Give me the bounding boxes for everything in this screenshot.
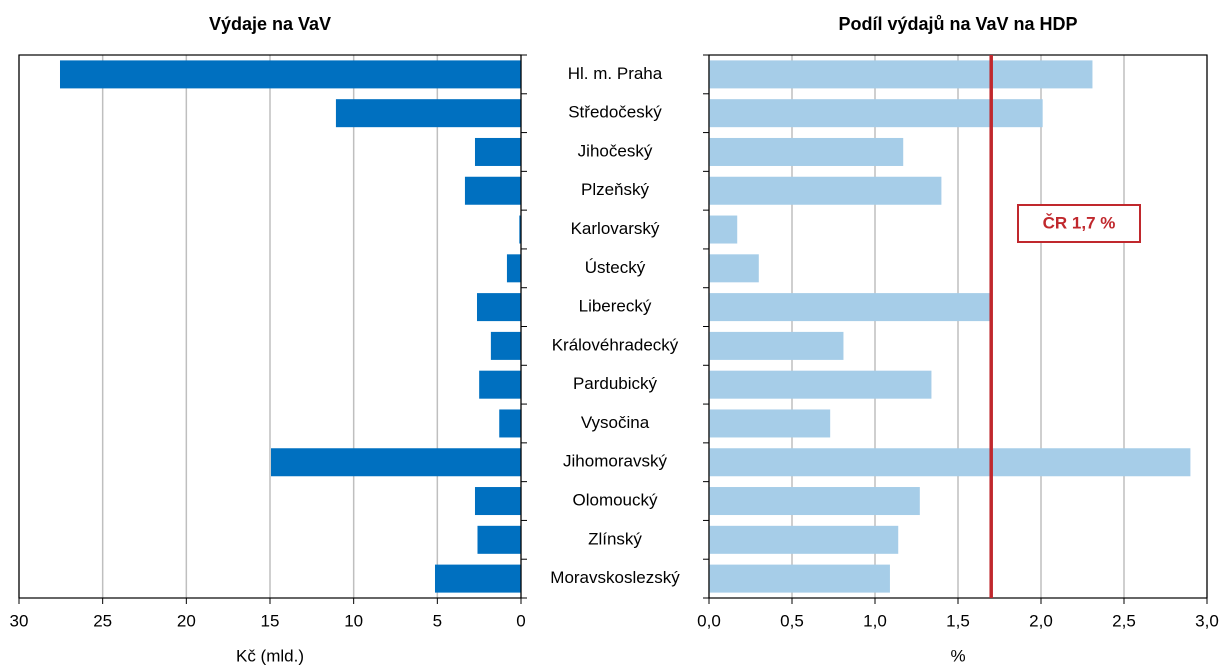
bar	[519, 215, 521, 244]
bar	[709, 60, 1093, 89]
x-tick-label: 20	[177, 611, 196, 630]
annotation: ČR 1,7 %	[1043, 213, 1116, 232]
bar	[474, 137, 521, 166]
bar	[709, 176, 942, 205]
category-label: Vysočina	[581, 413, 650, 432]
bar	[490, 331, 521, 360]
x-tick-label: 0,0	[697, 611, 721, 630]
bar	[271, 448, 521, 477]
x-tick-label: 0	[516, 611, 525, 630]
category-label: Zlínský	[588, 529, 642, 548]
x-tick-label: 10	[344, 611, 363, 630]
bar	[479, 370, 521, 399]
bar	[434, 564, 521, 593]
x-tick-label: 1,0	[863, 611, 887, 630]
x-tick-label: 25	[93, 611, 112, 630]
bar	[476, 293, 521, 322]
bar	[709, 254, 759, 283]
category-label: Olomoucký	[572, 491, 658, 510]
bar	[709, 409, 831, 438]
bar	[474, 487, 521, 516]
category-label: Plzeňský	[581, 180, 650, 199]
category-label: Ústecký	[585, 258, 646, 277]
category-label: Hl. m. Praha	[568, 64, 663, 83]
bar	[709, 448, 1191, 477]
bar	[335, 99, 521, 128]
category-label: Jihočeský	[578, 141, 653, 160]
bar	[709, 215, 738, 244]
bar	[709, 370, 932, 399]
bar	[709, 564, 890, 593]
annotation-box	[1017, 204, 1141, 243]
x-tick-label: 2,5	[1112, 611, 1136, 630]
bar	[464, 176, 521, 205]
x-tick-label: 30	[10, 611, 29, 630]
category-label: Královéhradecký	[552, 335, 679, 354]
bar	[499, 409, 521, 438]
bar	[709, 525, 899, 554]
x-tick-label: 3,0	[1195, 611, 1219, 630]
bar	[59, 60, 521, 89]
x-tick-label: 15	[261, 611, 280, 630]
category-label: Moravskoslezský	[550, 568, 680, 587]
category-label: Liberecký	[579, 297, 652, 316]
bar	[709, 137, 904, 166]
chart-title: Podíl výdajů na VaV na HDP	[838, 14, 1077, 34]
bar	[506, 254, 521, 283]
x-tick-label: 2,0	[1029, 611, 1053, 630]
bar	[477, 525, 521, 554]
bar	[709, 487, 920, 516]
bar	[709, 293, 990, 322]
category-label: Středočeský	[568, 103, 662, 122]
chart-title: Výdaje na VaV	[209, 14, 331, 34]
category-label: Jihomoravský	[563, 452, 667, 471]
x-tick-label: 5	[433, 611, 442, 630]
category-label: Pardubický	[573, 374, 658, 393]
x-tick-label: 0,5	[780, 611, 804, 630]
bar	[709, 331, 844, 360]
category-label: Karlovarský	[571, 219, 660, 238]
bar	[709, 99, 1043, 128]
x-axis-label: %	[950, 646, 965, 665]
x-axis-label: Kč (mld.)	[236, 646, 304, 665]
x-tick-label: 1,5	[946, 611, 970, 630]
